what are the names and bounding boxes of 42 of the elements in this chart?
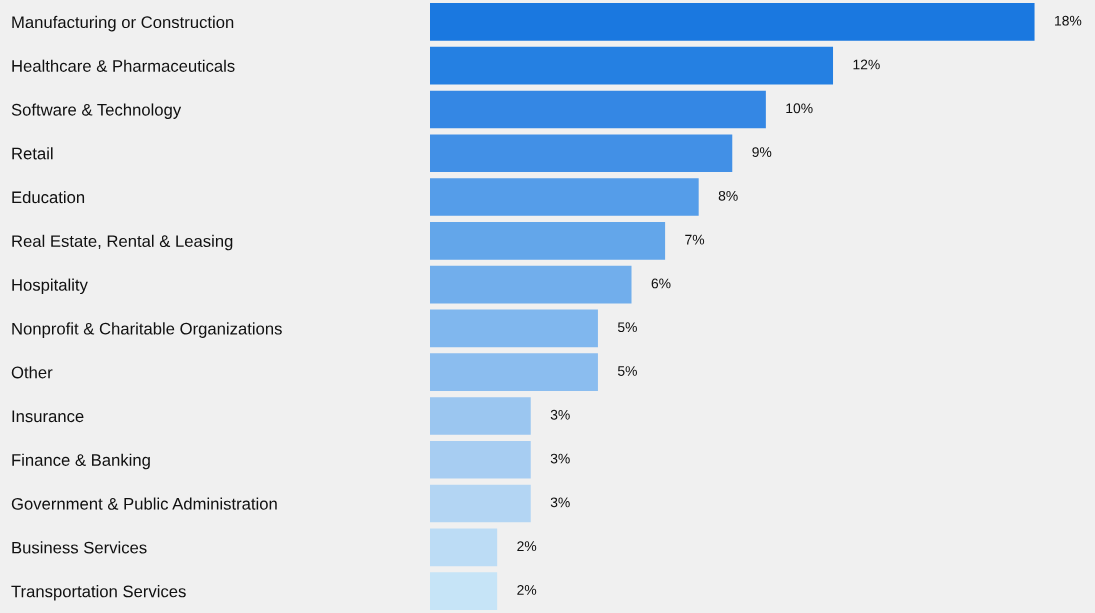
y-tick-label: Transportation Services (11, 585, 186, 601)
data-label: 2% (517, 541, 537, 551)
bar (430, 46, 834, 85)
data-label: 3% (550, 453, 570, 464)
y-tick-label: Other (11, 366, 53, 379)
y-tick-label: Nonprofit & Charitable Organizations (12, 322, 282, 338)
y-tick-label: Manufacturing or Construction (12, 15, 234, 32)
y-tick-label: Business Services (12, 541, 147, 554)
data-label: 6% (651, 278, 671, 289)
bar (430, 134, 733, 173)
bar (430, 397, 531, 435)
data-label: 5% (617, 322, 637, 333)
bar (430, 221, 666, 260)
bar (430, 528, 498, 567)
data-label: 12% (853, 59, 880, 70)
data-label: 5% (617, 366, 637, 376)
data-label: 8% (718, 190, 738, 201)
y-tick-label: Government & Public Administration (11, 497, 277, 510)
data-label: 9% (752, 147, 772, 157)
y-tick-label: Retail (12, 147, 53, 160)
bar (430, 178, 699, 216)
bar (430, 90, 766, 129)
data-label: 10% (786, 103, 813, 114)
bar (430, 309, 598, 348)
y-tick-label: Software & Technology (11, 103, 182, 119)
bar (430, 353, 598, 392)
y-tick-label: Insurance (12, 410, 84, 423)
y-tick-label: Healthcare & Pharmaceuticals (12, 59, 235, 72)
data-label: 7% (685, 234, 705, 245)
data-label: 3% (550, 497, 570, 508)
bar (430, 440, 531, 479)
bar (430, 572, 498, 610)
data-label: 3% (550, 409, 570, 420)
data-label: 18% (1055, 15, 1082, 26)
y-tick-label: Education (12, 191, 85, 204)
bar (430, 265, 632, 304)
y-tick-label: Hospitality (12, 278, 88, 295)
y-tick-label: Finance & Banking (12, 453, 150, 470)
bar (430, 484, 531, 523)
data-label: 2% (517, 585, 537, 595)
y-tick-label: Real Estate, Rental & Leasing (12, 234, 233, 251)
bar (430, 3, 1035, 41)
